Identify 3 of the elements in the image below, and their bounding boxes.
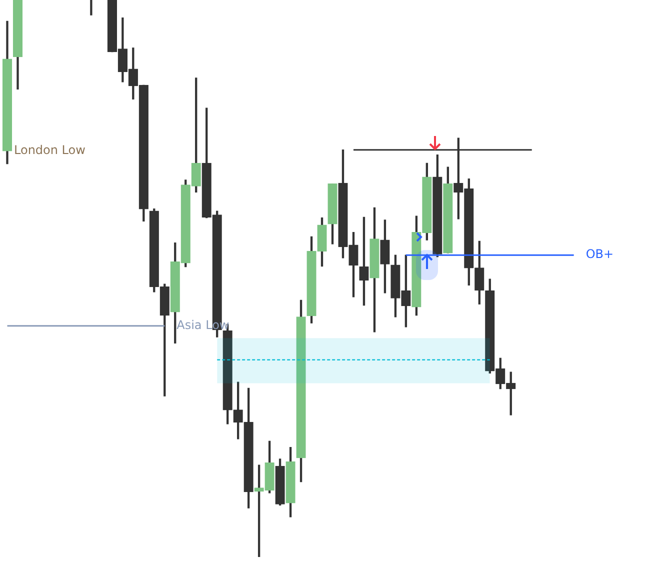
series-label: OB+	[586, 247, 614, 262]
series-label: Asia Low	[176, 318, 230, 332]
annotation: London Low	[14, 143, 86, 158]
